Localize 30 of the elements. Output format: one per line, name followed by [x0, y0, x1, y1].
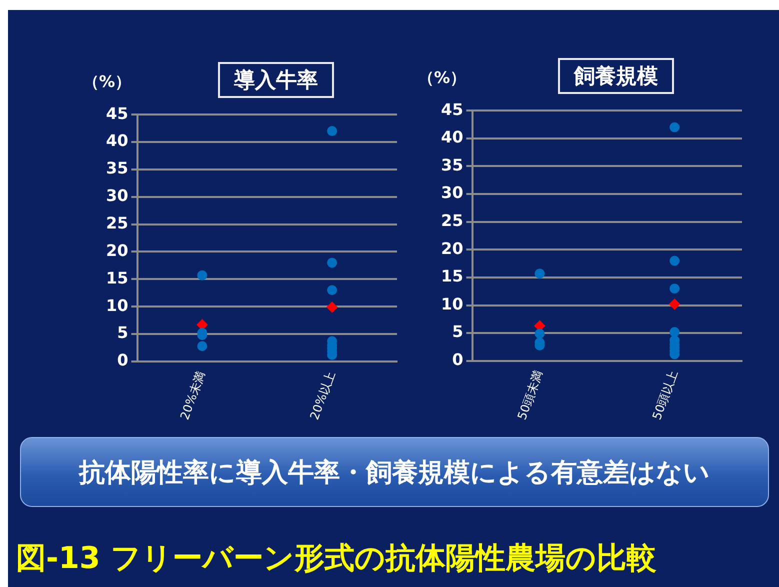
y-tick-label: 35 [441, 155, 464, 174]
y-tick-label: 40 [441, 128, 464, 147]
y-tick-label: 20 [441, 238, 464, 258]
y-tick-label: 0 [117, 350, 128, 370]
y-tick-label: 30 [106, 186, 128, 206]
chart-title: 飼養規模 [558, 58, 674, 94]
x-tick-label: 20%未満 [177, 369, 208, 422]
y-tick-label: 45 [106, 104, 128, 123]
x-tick-label: 50頭未満 [514, 368, 546, 422]
y-tick-label: 35 [106, 158, 128, 178]
chart-title: 導入牛率 [218, 62, 334, 98]
x-tick-label: 20%以上 [307, 369, 338, 422]
y-tick-label: 10 [106, 296, 128, 315]
y-tick-label: 0 [452, 350, 464, 370]
y-tick-label: 25 [441, 211, 464, 230]
y-tick-label: 5 [117, 323, 128, 342]
y-tick-label: 25 [106, 213, 128, 232]
y-tick-label: 20 [106, 240, 128, 260]
y-tick-label: 30 [441, 183, 464, 202]
x-tick-label: 50頭以上 [650, 368, 680, 422]
text: 抗体陽性率に導入牛率・飼養規模による有意差はない [79, 456, 710, 490]
y-axis-title: （%） [83, 72, 132, 93]
y-tick-label: 5 [452, 322, 464, 342]
y-tick-label: 15 [441, 266, 464, 286]
y-tick-label: 15 [106, 268, 128, 288]
y-axis-title: （%） [418, 68, 466, 89]
y-tick-label: 10 [441, 294, 464, 314]
y-tick-label: 40 [106, 131, 128, 150]
text: 図-13 フリーバーン形式の抗体陽性農場の比較 [16, 540, 657, 578]
y-tick-label: 45 [441, 100, 464, 119]
